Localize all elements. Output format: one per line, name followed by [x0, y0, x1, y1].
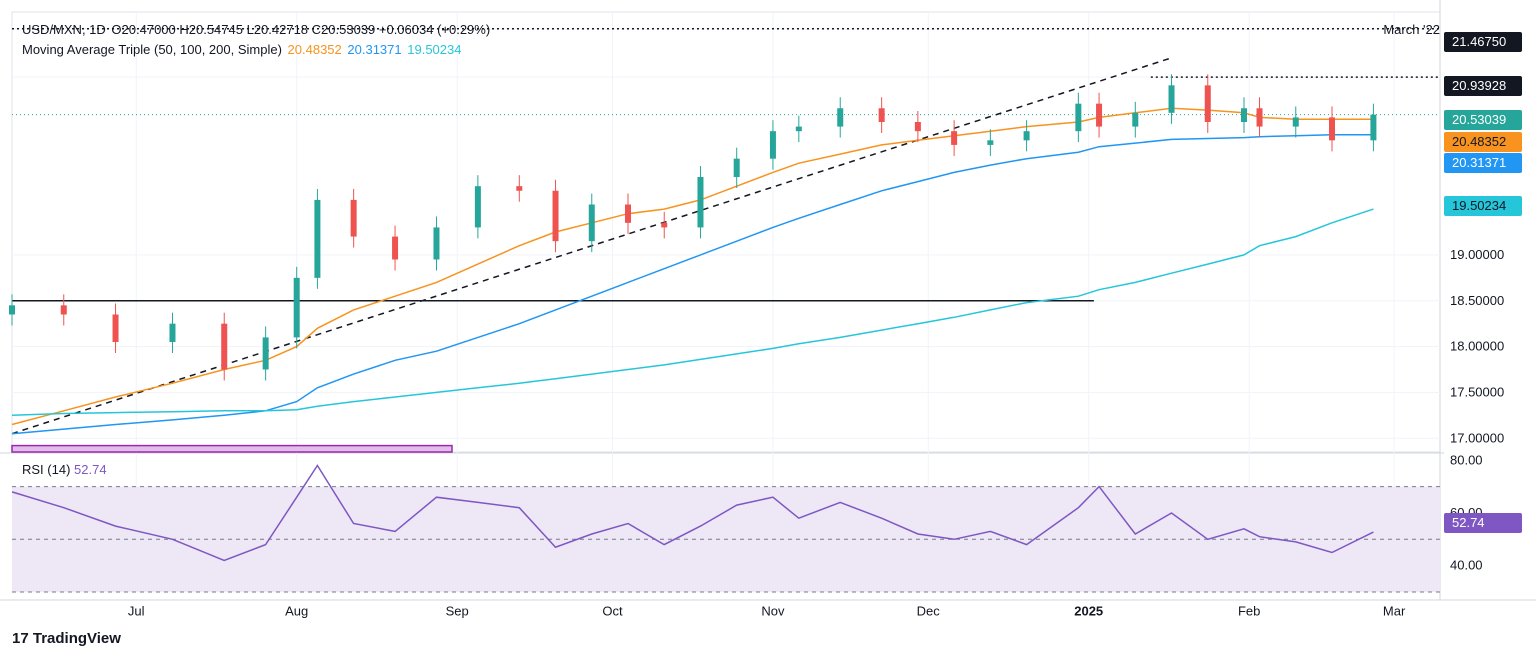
- badge-ma50: 20.48352: [1444, 132, 1522, 152]
- price-tick-label: 17.50000: [1450, 384, 1504, 399]
- rsi-tick-label: 80.00: [1450, 452, 1483, 467]
- symbol-label: USD/MXN, 1D: [22, 22, 106, 37]
- price-tick-label: 18.00000: [1450, 339, 1504, 354]
- candle-body: [1204, 85, 1211, 122]
- candle-body: [169, 323, 176, 342]
- rsi-value: 52.74: [74, 462, 107, 477]
- time-tick-label: Aug: [285, 604, 308, 619]
- candle-body: [1370, 114, 1377, 141]
- candle-body: [1329, 117, 1335, 141]
- tradingview-logo[interactable]: 17 TradingView: [12, 630, 121, 647]
- candle-body: [1132, 112, 1139, 127]
- candle-body: [878, 108, 885, 122]
- candle-body: [293, 277, 300, 338]
- candle-body: [314, 199, 321, 278]
- candle-body: [112, 314, 119, 342]
- badge-last-price: 20.53039: [1444, 110, 1522, 130]
- candle-body: [914, 122, 921, 132]
- candle-body: [697, 177, 704, 228]
- ohlc-values: O20.47000 H20.54745 L20.42718 C20.53039 …: [111, 22, 491, 37]
- time-tick-label: Jul: [128, 604, 145, 619]
- candle-body: [837, 108, 844, 127]
- logo-mark-icon: 17: [12, 630, 29, 647]
- candle-body: [60, 305, 67, 315]
- time-tick-label: Mar: [1383, 604, 1406, 619]
- candle-body: [1096, 103, 1103, 127]
- candle-body: [951, 131, 958, 145]
- price-tick-label: 18.50000: [1450, 293, 1504, 308]
- logo-text: TradingView: [32, 630, 121, 647]
- rsi-label: RSI (14): [22, 462, 71, 477]
- time-tick-label: Dec: [917, 604, 941, 619]
- candle-body: [392, 236, 399, 260]
- candle-body: [625, 204, 631, 223]
- badge-level-mid: 20.93928: [1444, 76, 1522, 96]
- candle-body: [769, 131, 776, 159]
- candle-body: [795, 126, 802, 132]
- candle-body: [1256, 108, 1263, 127]
- candle-body: [552, 190, 559, 242]
- badge-rsi: 52.74: [1444, 513, 1522, 533]
- candle-body: [588, 204, 595, 242]
- symbol-legend: USD/MXN, 1D O20.47000 H20.54745 L20.4271…: [22, 22, 492, 37]
- candle-body: [221, 323, 228, 370]
- ma100-line: [11, 134, 1374, 435]
- ma100-value: 20.31371: [347, 42, 402, 57]
- candle-body: [1075, 103, 1082, 132]
- rsi-tick-label: 40.00: [1450, 558, 1483, 573]
- price-tick-label: 17.00000: [1450, 430, 1504, 445]
- candle-body: [1241, 108, 1247, 122]
- ma-legend-label: Moving Average Triple (50, 100, 200, Sim…: [22, 42, 282, 57]
- ma50-line: [11, 107, 1374, 426]
- candle-body: [262, 337, 269, 370]
- candle-body: [1023, 131, 1030, 141]
- candle-body: [733, 158, 740, 177]
- badge-ma200: 19.50234: [1444, 196, 1522, 216]
- rsi-line: [11, 464, 1374, 562]
- ma200-value: 19.50234: [407, 42, 462, 57]
- candle-body: [661, 222, 668, 228]
- badge-level-high: 21.46750: [1444, 32, 1522, 52]
- candle-body: [516, 186, 523, 191]
- candle-body: [987, 140, 994, 145]
- date-note: March '22: [1383, 22, 1440, 37]
- candle-body: [1168, 85, 1175, 113]
- ma50-value: 20.48352: [287, 42, 342, 57]
- candle-body: [9, 305, 15, 315]
- ma-legend: Moving Average Triple (50, 100, 200, Sim…: [22, 42, 463, 57]
- price-panel-frame: [11, 11, 1441, 453]
- highlight-box: [11, 444, 453, 453]
- time-tick-label: Oct: [602, 604, 623, 619]
- time-tick-label: 2025: [1074, 604, 1103, 619]
- badge-ma100: 20.31371: [1444, 153, 1522, 173]
- time-tick-label: Feb: [1238, 604, 1260, 619]
- candle-body: [350, 199, 357, 237]
- candle-body: [1292, 117, 1299, 127]
- ma200-line: [11, 208, 1374, 417]
- time-tick-label: Nov: [761, 604, 785, 619]
- rsi-legend: RSI (14) 52.74: [22, 462, 107, 477]
- time-tick-label: Sep: [446, 604, 469, 619]
- candle-body: [474, 186, 481, 228]
- candle-body: [433, 227, 440, 260]
- price-tick-label: 19.00000: [1450, 247, 1504, 262]
